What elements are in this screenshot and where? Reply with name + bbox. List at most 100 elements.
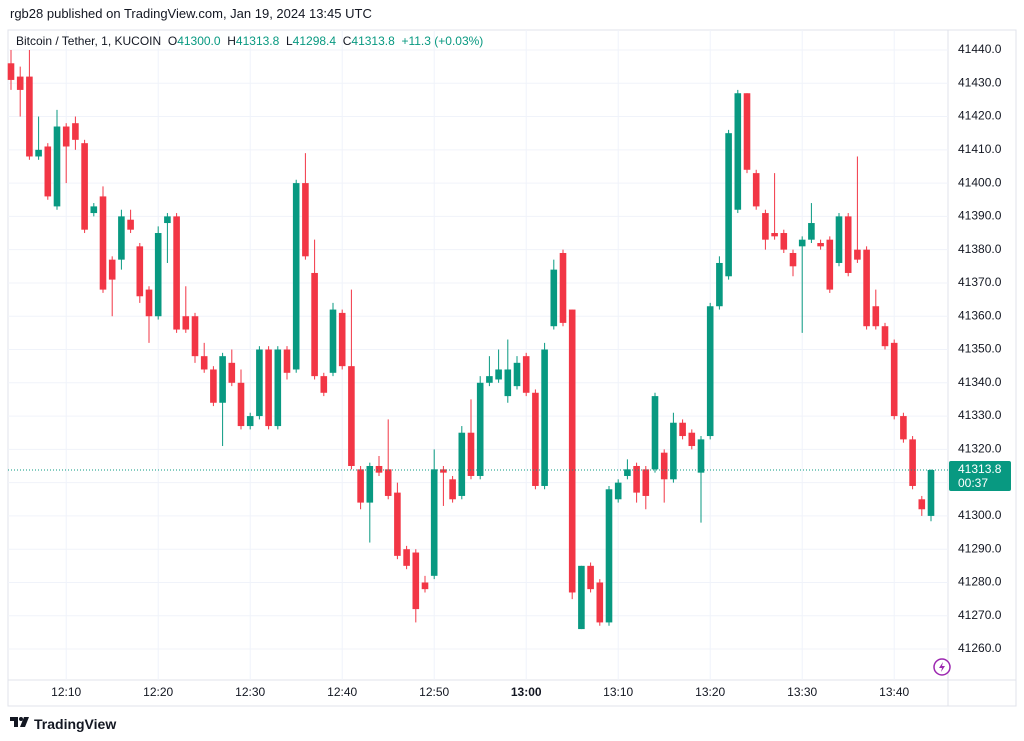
candle-body — [789, 252, 797, 267]
candle-body — [716, 262, 723, 307]
candle-body — [706, 306, 714, 437]
publish-header: rgb28 published on TradingView.com, Jan … — [10, 6, 372, 21]
candle-body — [164, 216, 171, 224]
candle-body — [651, 396, 659, 470]
candle-body — [311, 272, 318, 377]
candles — [7, 49, 948, 630]
candle-body — [486, 376, 493, 383]
y-tick-label: 41370.0 — [958, 275, 1002, 289]
high-value: 41313.8 — [235, 34, 280, 48]
candle-body — [660, 452, 668, 480]
alert-icon[interactable] — [933, 658, 951, 676]
candle-body — [16, 76, 24, 90]
candle-body — [633, 465, 640, 493]
candle-body — [35, 149, 42, 157]
candle-body — [237, 382, 245, 427]
x-tick-label: 12:50 — [419, 685, 449, 699]
candle-body — [798, 239, 806, 247]
candle-body — [688, 432, 696, 447]
candle-body — [863, 249, 870, 327]
candle-body — [504, 369, 512, 397]
y-tick-label: 41420.0 — [958, 109, 1002, 123]
candle-body — [780, 233, 788, 250]
candle-body — [357, 469, 364, 503]
candle-body — [366, 465, 374, 503]
candle-body — [256, 349, 263, 417]
candle-body — [624, 469, 631, 476]
candle-body — [835, 216, 843, 263]
chart-frame — [7, 29, 1017, 707]
candle-body — [854, 249, 861, 260]
candle-body — [246, 416, 254, 427]
candle-body — [412, 552, 420, 610]
y-tick-label: 41350.0 — [958, 342, 1002, 356]
high-label: H — [227, 34, 236, 48]
candle-body — [890, 342, 898, 417]
candle-body — [605, 489, 613, 623]
candle-body — [752, 173, 760, 207]
candle-body — [329, 309, 337, 373]
candle-body — [182, 316, 190, 330]
candle-body — [458, 432, 466, 496]
candle-body — [302, 183, 309, 257]
candle-body — [642, 469, 650, 496]
last-price-label: 41313.8 — [958, 462, 1002, 476]
candle-body — [348, 366, 355, 466]
candle-body — [265, 349, 272, 427]
candle-body — [26, 76, 33, 157]
candle-body — [532, 392, 539, 486]
candle-body — [99, 196, 107, 290]
candle-body — [90, 206, 98, 214]
candle-body — [228, 362, 236, 383]
candle-body — [394, 492, 401, 556]
footer-brand: TradingView — [34, 716, 117, 732]
candle-body — [513, 362, 521, 387]
x-tick-label: 12:30 — [235, 685, 265, 699]
candle-body — [62, 126, 70, 147]
candle-body — [173, 216, 180, 330]
y-tick-label: 41440.0 — [958, 42, 1002, 56]
y-tick-label: 41380.0 — [958, 242, 1002, 256]
tv-logo-dot — [19, 717, 23, 721]
candle-body — [743, 93, 751, 170]
candle-body — [72, 123, 79, 140]
y-tick-label: 41270.0 — [958, 608, 1002, 622]
candle-body — [734, 93, 742, 210]
alert-bolt — [939, 662, 945, 672]
tv-logo — [10, 717, 29, 727]
candle-body — [283, 349, 291, 373]
candle-body — [900, 416, 907, 440]
candle-body — [191, 316, 199, 357]
candle-body — [918, 499, 926, 510]
x-tick-label: 13:30 — [787, 685, 817, 699]
candle-body — [550, 269, 558, 327]
x-tick-label: 13:00 — [511, 685, 542, 699]
candle-body — [154, 233, 162, 317]
candle-body — [384, 469, 392, 496]
candle-body — [808, 223, 815, 240]
candle-body — [274, 349, 282, 427]
candle-body — [320, 376, 328, 393]
y-tick-label: 41390.0 — [958, 209, 1002, 223]
candle-body — [587, 565, 594, 590]
candle-body — [495, 369, 502, 380]
y-tick-label: 41260.0 — [958, 641, 1002, 655]
candle-body — [127, 219, 134, 230]
y-tick-label: 41410.0 — [958, 142, 1002, 156]
candle-body — [210, 369, 217, 403]
candle-body — [430, 469, 438, 576]
y-tick-label: 41360.0 — [958, 308, 1002, 322]
legend: Bitcoin / Tether, 1, KUCOIN O41300.0 H41… — [16, 34, 483, 48]
candle-body — [338, 312, 346, 367]
last-price-badge — [949, 460, 1011, 491]
grid — [8, 30, 948, 680]
axes: 41260.041270.041280.041290.041300.041310… — [51, 42, 1011, 699]
open-value: 41300.0 — [177, 34, 221, 48]
candle-body — [375, 465, 383, 473]
candle-body — [467, 432, 475, 476]
open-label: O — [167, 34, 178, 48]
candle-body — [440, 469, 447, 473]
candle-body — [927, 469, 935, 516]
candle-body — [200, 356, 208, 370]
